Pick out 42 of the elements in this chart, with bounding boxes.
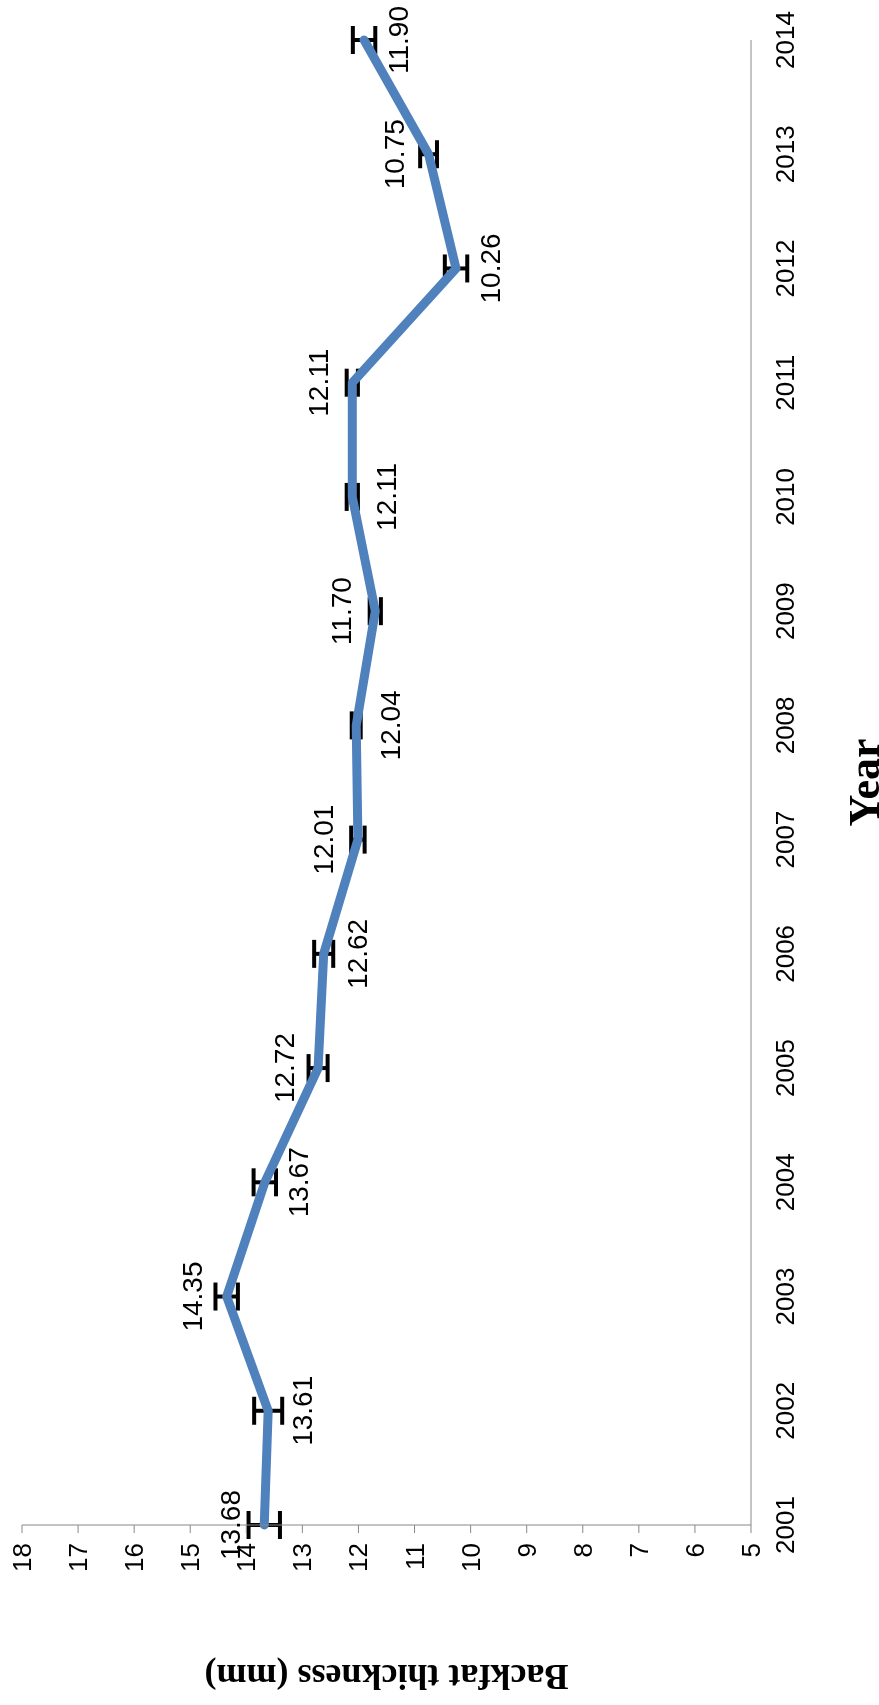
data-label: 11.70 [325, 577, 357, 646]
y-tick-label: 2005 [770, 1039, 800, 1097]
y-tick-label: 2010 [770, 468, 800, 526]
y-tick-label: 2012 [770, 239, 800, 298]
x-tick-label: 6 [679, 1543, 710, 1558]
x-tick-label: 12 [343, 1543, 374, 1572]
data-label: 13.61 [286, 1375, 318, 1446]
data-label: 12.04 [374, 690, 406, 761]
data-label: 11.90 [382, 6, 414, 74]
y-axis-title: Year [839, 738, 879, 827]
y-tick-label: 2011 [770, 354, 800, 411]
x-tick-label: 17 [63, 1543, 94, 1572]
data-label: 12.01 [308, 804, 340, 875]
x-tick-label: 11 [399, 1543, 430, 1570]
y-tick-label: 2013 [770, 125, 800, 184]
x-tick-label: 13 [287, 1543, 318, 1572]
x-tick-label: 7 [623, 1543, 654, 1558]
x-tick-label: 18 [7, 1543, 37, 1572]
x-axis-title: Backfat thickness (mm) [204, 1657, 569, 1697]
x-tick-label: 9 [511, 1543, 542, 1558]
y-tick-label: 2006 [770, 924, 800, 983]
y-tick-label: 2004 [770, 1153, 800, 1212]
x-tick-label: 8 [567, 1543, 598, 1558]
x-tick-label: 15 [175, 1543, 206, 1572]
y-tick-label: 2009 [770, 582, 800, 641]
y-tick-label: 2003 [770, 1267, 800, 1326]
data-label: 10.26 [474, 233, 506, 304]
y-tick-label: 2007 [770, 810, 800, 869]
data-label: 12.72 [268, 1033, 300, 1104]
x-tick-label: 10 [455, 1543, 486, 1572]
x-tick-label: 5 [736, 1543, 766, 1558]
y-tick-label: 2001 [770, 1496, 800, 1554]
data-label: 14.35 [177, 1261, 209, 1332]
y-tick-label: 2014 [770, 11, 800, 69]
data-label: 10.75 [379, 119, 411, 190]
y-tick-label: 2002 [770, 1381, 800, 1440]
data-label: 12.11 [370, 462, 402, 531]
data-label: 12.62 [342, 918, 374, 989]
data-label: 12.11 [302, 348, 334, 417]
x-tick-label: 16 [119, 1543, 150, 1572]
y-tick-label: 2008 [770, 696, 800, 755]
data-label: 13.67 [283, 1147, 315, 1218]
